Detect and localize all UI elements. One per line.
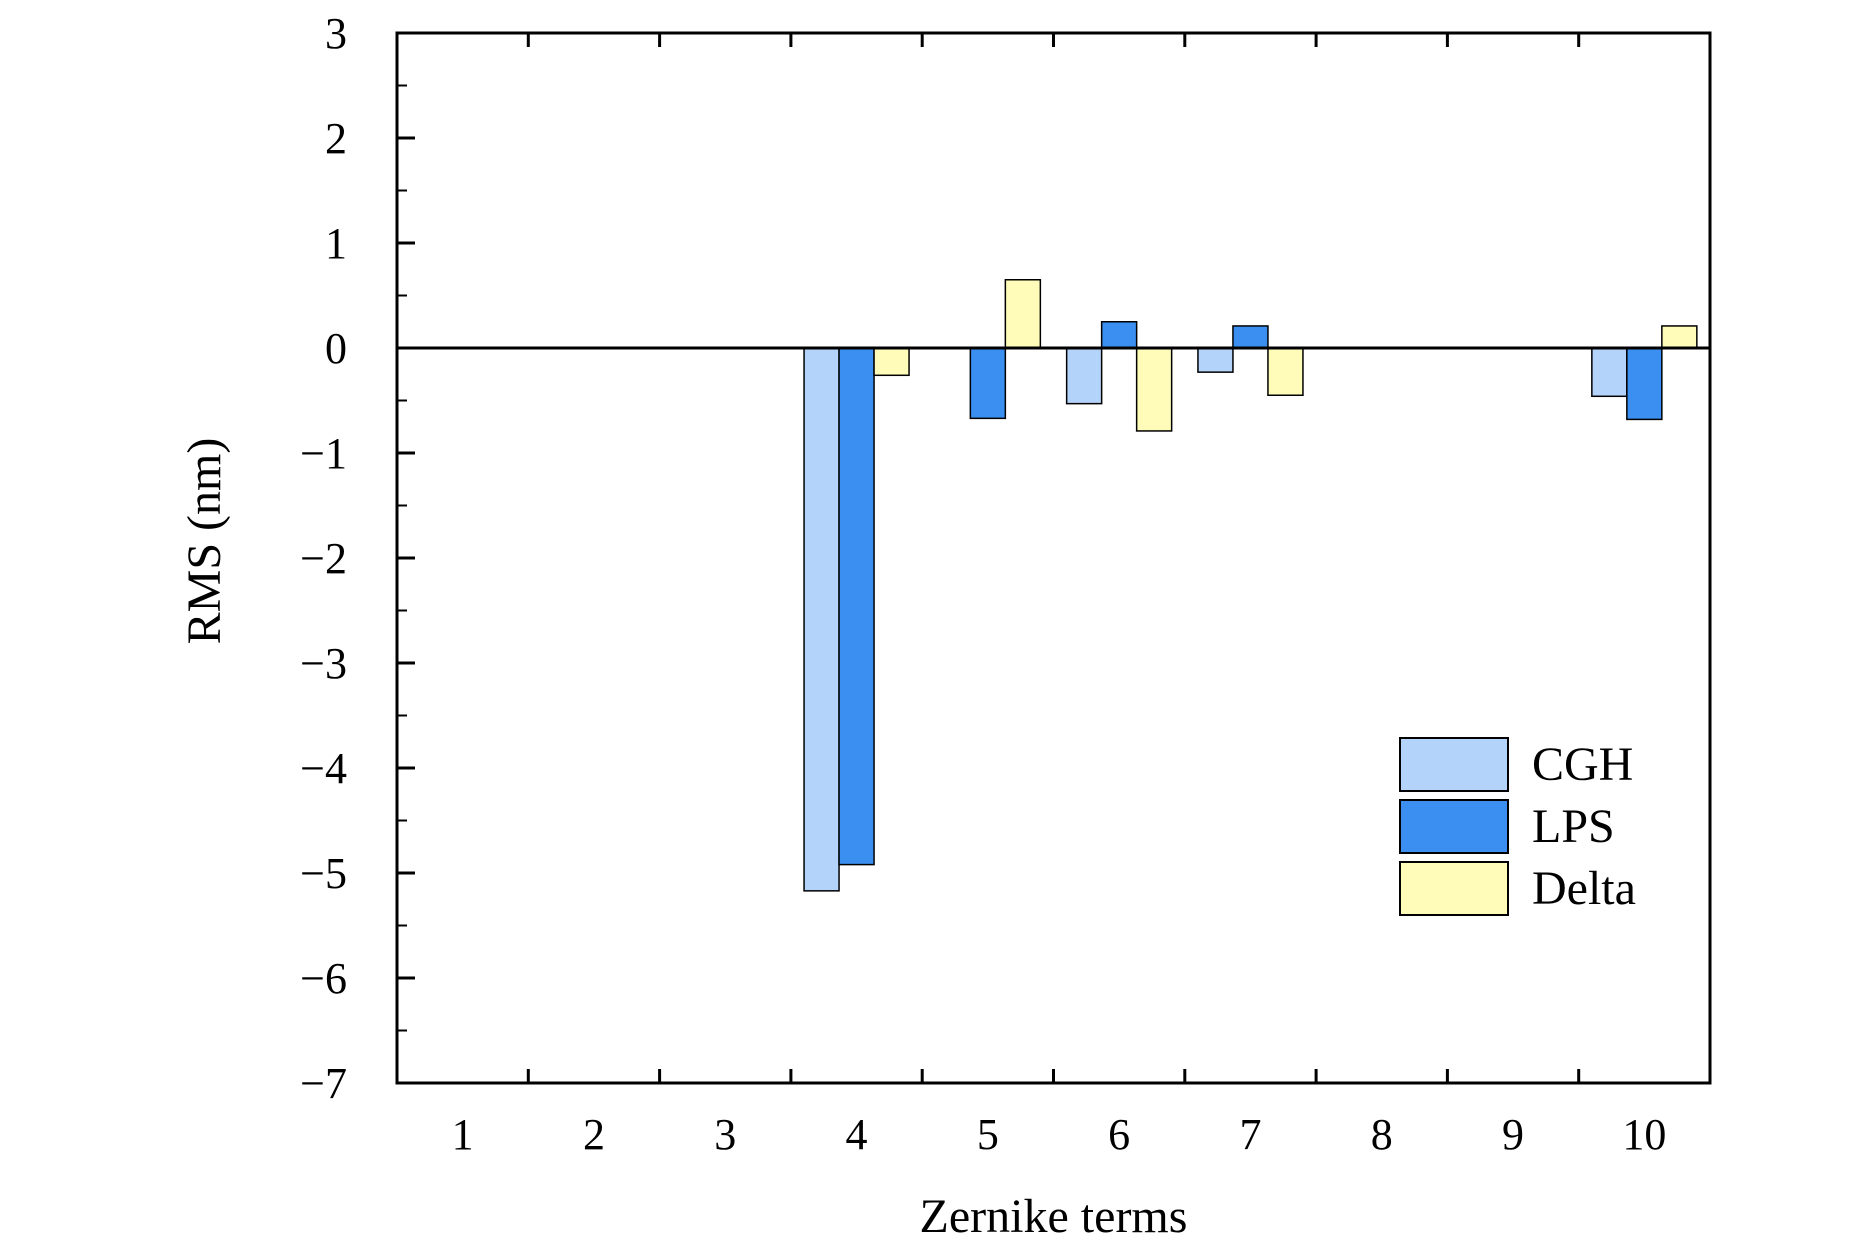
x-tick-label: 10 xyxy=(1622,1110,1666,1159)
plot-area-frame xyxy=(395,31,1712,1085)
bar-delta-10 xyxy=(1661,325,1698,349)
legend-label-lps: LPS xyxy=(1532,800,1615,853)
y-tick-label: 1 xyxy=(325,219,347,268)
bars-layer xyxy=(803,279,1698,892)
x-axis: 1 2 3 4 5 6 7 8 9 10 xyxy=(452,33,1666,1159)
bar-cgh-4 xyxy=(803,347,840,892)
x-tick-label: 4 xyxy=(846,1110,868,1159)
bar-lps-7 xyxy=(1232,325,1269,349)
x-axis-title: Zernike terms xyxy=(920,1190,1188,1243)
legend-swatch-cgh xyxy=(1399,737,1509,792)
bar-lps-6 xyxy=(1100,321,1138,349)
x-tick-label: 6 xyxy=(1108,1110,1130,1159)
x-tick-label: 1 xyxy=(452,1110,474,1159)
y-tick-label: 2 xyxy=(325,114,347,163)
y-tick-label: −7 xyxy=(300,1059,347,1108)
y-axis: 3 2 1 0 −1 −2 −3 −4 −5 −6 −7 xyxy=(300,9,415,1108)
bar-delta-4 xyxy=(873,347,910,377)
x-tick-label: 2 xyxy=(583,1110,605,1159)
bar-delta-5 xyxy=(1004,279,1042,349)
y-tick-label: −1 xyxy=(300,429,347,478)
bar-cgh-10 xyxy=(1591,347,1628,398)
x-tick-label: 9 xyxy=(1502,1110,1524,1159)
x-tick-label: 3 xyxy=(714,1110,736,1159)
bar-lps-4 xyxy=(838,347,875,866)
y-tick-label: 0 xyxy=(325,324,347,373)
y-tick-label: −6 xyxy=(300,954,347,1003)
x-tick-label: 8 xyxy=(1371,1110,1393,1159)
y-tick-label: −4 xyxy=(300,744,347,793)
bar-delta-6 xyxy=(1135,347,1173,432)
x-tick-label: 5 xyxy=(977,1110,999,1159)
legend: CGH LPS Delta xyxy=(1399,737,1636,916)
legend-label-cgh: CGH xyxy=(1532,738,1633,791)
x-tick-label: 7 xyxy=(1239,1110,1261,1159)
bar-delta-7 xyxy=(1267,347,1304,396)
bar-cgh-6 xyxy=(1065,347,1103,405)
bar-lps-10 xyxy=(1626,347,1663,421)
legend-label-delta: Delta xyxy=(1532,862,1636,915)
legend-swatch-lps xyxy=(1399,799,1509,854)
legend-swatch-delta xyxy=(1399,861,1509,916)
y-tick-label: 3 xyxy=(325,9,347,58)
y-tick-label: −3 xyxy=(300,639,347,688)
y-tick-label: −5 xyxy=(300,849,347,898)
y-axis-title: RMS (nm) xyxy=(178,438,231,645)
bar-lps-5 xyxy=(969,347,1007,420)
bar-cgh-7 xyxy=(1197,347,1234,373)
y-tick-label: −2 xyxy=(300,534,347,583)
